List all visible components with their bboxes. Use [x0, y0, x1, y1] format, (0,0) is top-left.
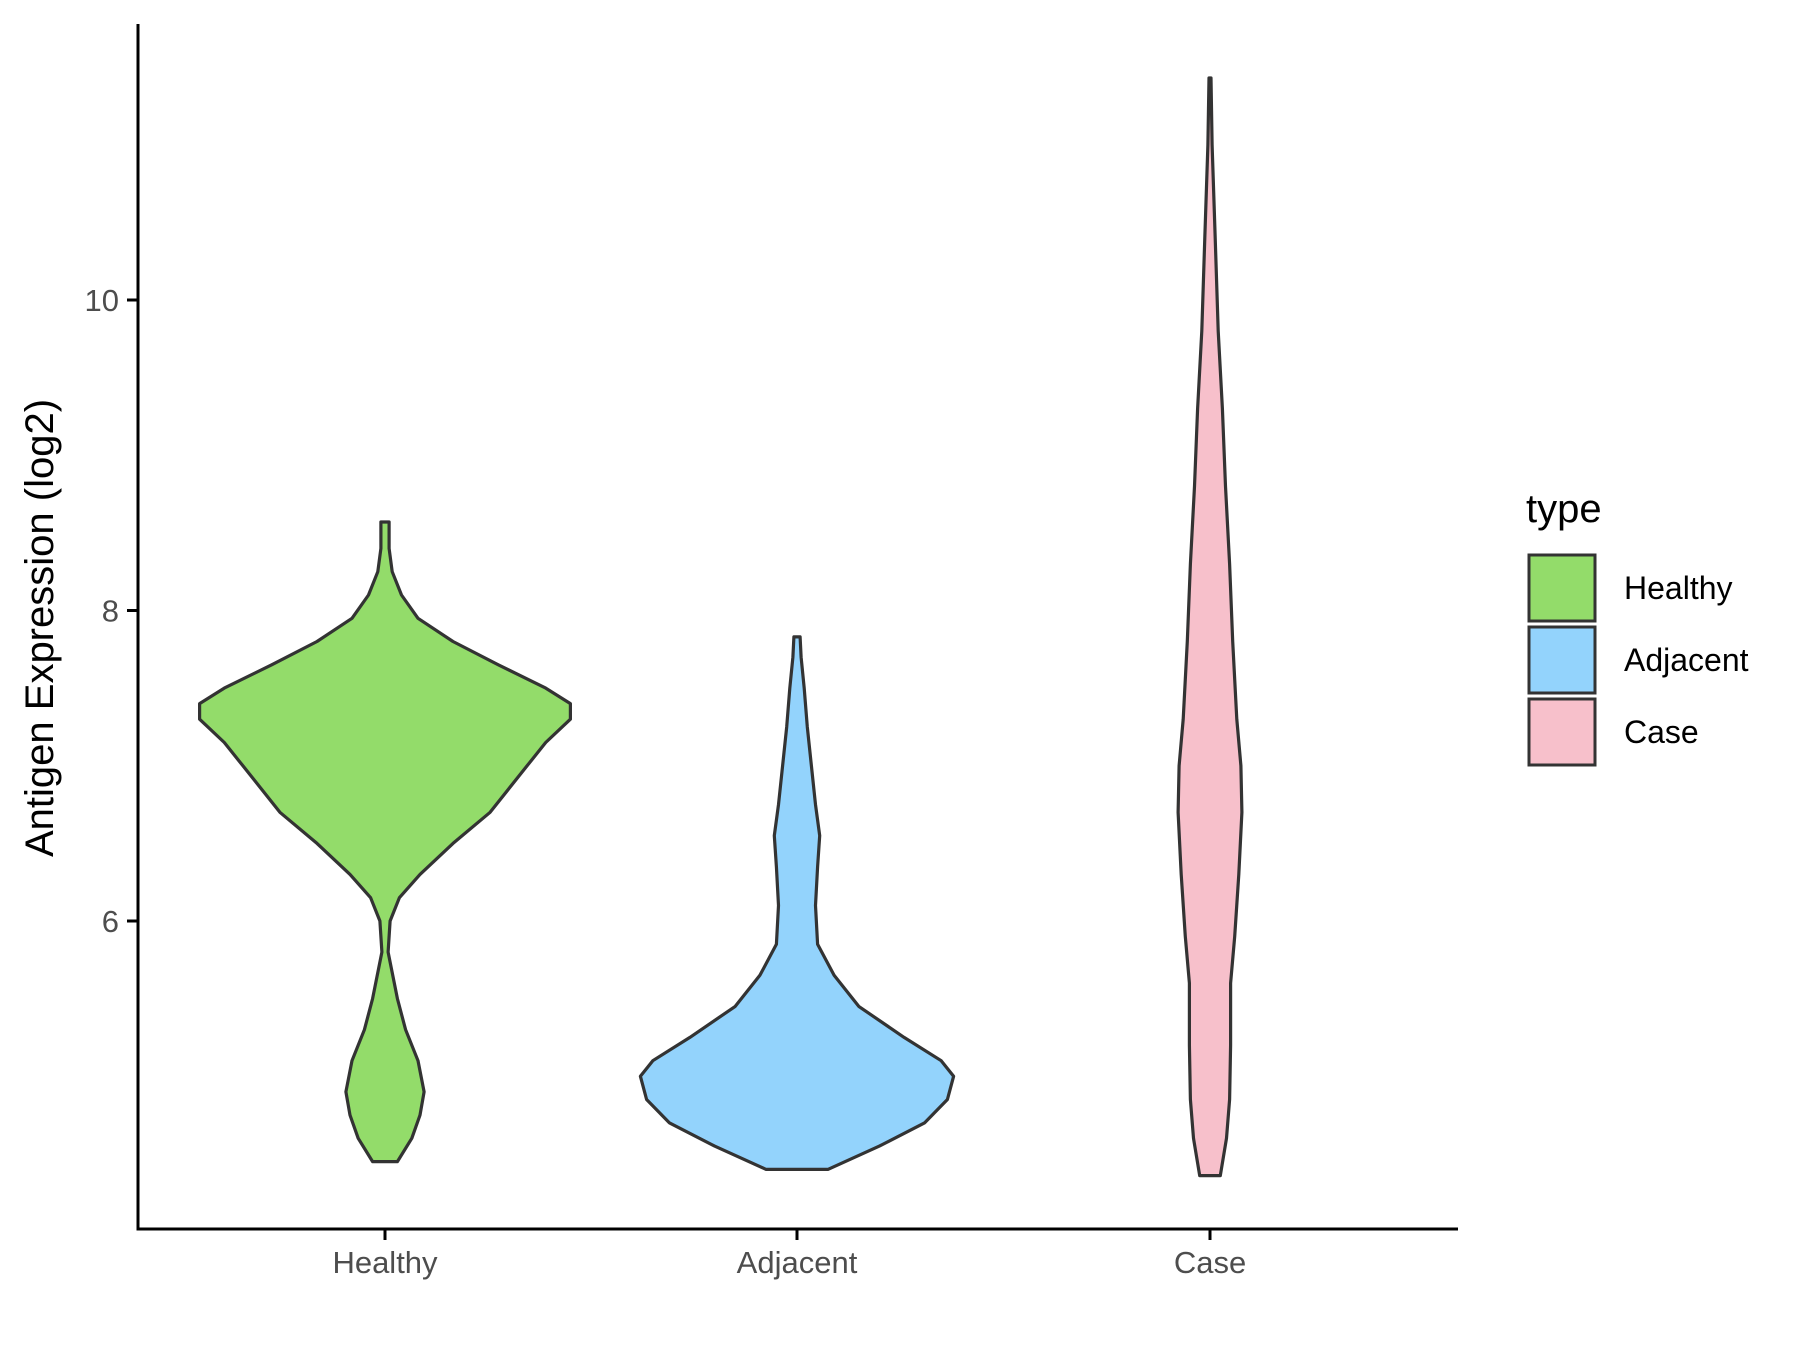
legend-label-adjacent: Adjacent	[1624, 642, 1749, 678]
x-tick-label-healthy: Healthy	[332, 1245, 438, 1280]
y-tick-label: 6	[102, 904, 119, 939]
legend: type Healthy Adjacent Case	[1526, 487, 1749, 767]
y-axis-title: Antigen Expression (log2)	[18, 399, 62, 857]
x-ticks: Healthy Adjacent Case	[332, 1229, 1246, 1280]
y-ticks: 6 8 10	[85, 283, 138, 939]
legend-swatch-healthy	[1527, 553, 1597, 623]
legend-label-case: Case	[1624, 714, 1699, 750]
violin-layer	[198, 76, 1244, 1178]
legend-label-healthy: Healthy	[1624, 570, 1733, 606]
violin-case	[1176, 76, 1244, 1178]
y-tick-label: 10	[85, 283, 119, 318]
legend-swatch-adjacent	[1527, 625, 1597, 695]
violin-adjacent	[638, 635, 956, 1171]
x-tick-label-case: Case	[1174, 1245, 1246, 1280]
y-tick-label: 8	[102, 594, 119, 629]
violin-healthy	[198, 520, 572, 1164]
x-tick-label-adjacent: Adjacent	[737, 1245, 858, 1280]
legend-title: type	[1526, 487, 1602, 531]
legend-swatch-case	[1527, 697, 1597, 767]
